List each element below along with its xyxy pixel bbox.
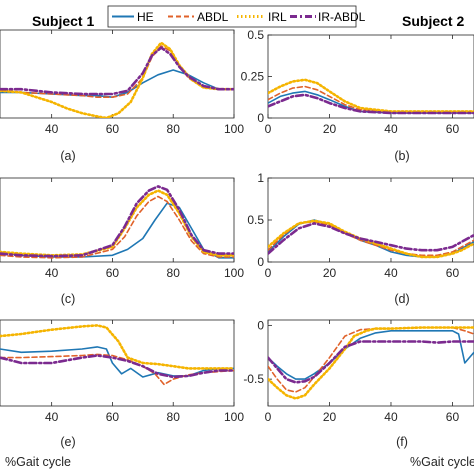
series-group-f <box>268 326 474 400</box>
series-line-ir-abdl <box>0 46 234 96</box>
x-tick-label: 40 <box>45 122 59 136</box>
legend-label-abdl: ABDL <box>197 10 229 24</box>
y-tick-label: 0.5 <box>247 213 264 227</box>
x-tick-label: 60 <box>106 410 120 424</box>
series-line-ir-abdl <box>0 354 234 379</box>
x-tick-label: 40 <box>384 410 398 424</box>
y-tick-label: 1 <box>257 171 264 185</box>
axes-frame-c <box>0 177 235 263</box>
y-tick-label: -0.5 <box>243 372 264 386</box>
x-tick-label: 20 <box>323 266 337 280</box>
x-tick-label: 60 <box>106 266 120 280</box>
x-tick-label: 100 <box>224 410 244 424</box>
series-group-a <box>0 41 234 118</box>
legend-label-irl: IRL <box>268 10 287 24</box>
series-line-irl <box>268 326 474 400</box>
series-line-he <box>268 329 474 380</box>
x-tick-label: 20 <box>323 410 337 424</box>
x-tick-label: 100 <box>224 122 244 136</box>
subject-1-title: Subject 1 <box>32 13 94 29</box>
panel-b: 0 20 40 60 0 0.25 0.5 (b) <box>241 28 474 163</box>
panel-label-f: (f) <box>396 435 408 449</box>
series-line-abdl <box>268 220 474 257</box>
x-tick-label: 80 <box>167 410 181 424</box>
x-tick-label: 60 <box>446 266 460 280</box>
series-line-ir-abdl <box>268 340 474 384</box>
x-axis-label-right: %Gait cycle <box>410 455 474 469</box>
series-group-e <box>0 324 234 386</box>
x-tick-label: 0 <box>265 122 272 136</box>
y-tick-label: 0 <box>257 111 264 125</box>
series-line-irl <box>0 324 234 370</box>
legend-box <box>107 5 357 28</box>
panel-label-c: (c) <box>61 292 76 306</box>
y-tick-label: 0.5 <box>247 28 264 42</box>
series-line-abdl <box>0 195 234 259</box>
panel-label-d: (d) <box>394 292 409 306</box>
x-axis-label-left: %Gait cycle <box>5 455 71 469</box>
x-tick-label: 0 <box>265 266 272 280</box>
series-group-b <box>268 78 474 115</box>
series-line-irl <box>268 219 474 259</box>
panel-d: 0 20 40 60 0 0.5 1 (d) <box>247 171 474 306</box>
series-line-irl <box>268 78 474 113</box>
y-tick-label: 0 <box>257 318 264 332</box>
x-tick-label: 40 <box>45 410 59 424</box>
x-tick-label: 60 <box>106 122 120 136</box>
x-tick-label: 20 <box>323 122 337 136</box>
axes-frame-e <box>0 319 235 407</box>
series-line-ir-abdl <box>268 222 474 255</box>
x-tick-label: 60 <box>446 410 460 424</box>
x-tick-label: 60 <box>446 122 460 136</box>
legend-label-he: HE <box>137 10 154 24</box>
x-tick-label: 80 <box>167 266 181 280</box>
legend: HE ABDL IRL IR-ABDL <box>107 5 366 28</box>
panel-a: 40 60 80 100 (a) <box>0 29 244 163</box>
x-tick-label: 0 <box>265 410 272 424</box>
x-tick-label: 40 <box>384 266 398 280</box>
panel-e: 40 60 80 100 (e) <box>0 319 244 449</box>
x-tick-label: 80 <box>167 122 181 136</box>
series-group-d <box>268 219 474 259</box>
series-line-ir-abdl <box>268 93 474 115</box>
series-line-abdl <box>268 85 474 113</box>
y-tick-label: 0.25 <box>241 70 265 84</box>
axes-frame-d <box>267 177 474 263</box>
axes-frame-f <box>267 319 474 407</box>
axes-frame-b <box>267 34 474 119</box>
x-tick-label: 100 <box>224 266 244 280</box>
subject-2-title: Subject 2 <box>402 13 464 29</box>
x-tick-label: 40 <box>384 122 398 136</box>
panel-c: 40 60 80 100 (c) <box>0 177 244 306</box>
x-tick-label: 40 <box>45 266 59 280</box>
panel-label-b: (b) <box>394 149 409 163</box>
series-line-he <box>268 90 474 114</box>
series-line-ir-abdl <box>0 185 234 258</box>
panel-label-e: (e) <box>60 435 75 449</box>
legend-label-ir-abdl: IR-ABDL <box>318 10 366 24</box>
y-tick-label: 0 <box>257 255 264 269</box>
series-group-c <box>0 185 234 259</box>
axes-frame-a <box>0 29 235 119</box>
series-line-he <box>268 219 474 258</box>
panel-f: 0 20 40 60 -0.5 0 (f) <box>243 318 474 449</box>
panel-label-a: (a) <box>60 149 75 163</box>
